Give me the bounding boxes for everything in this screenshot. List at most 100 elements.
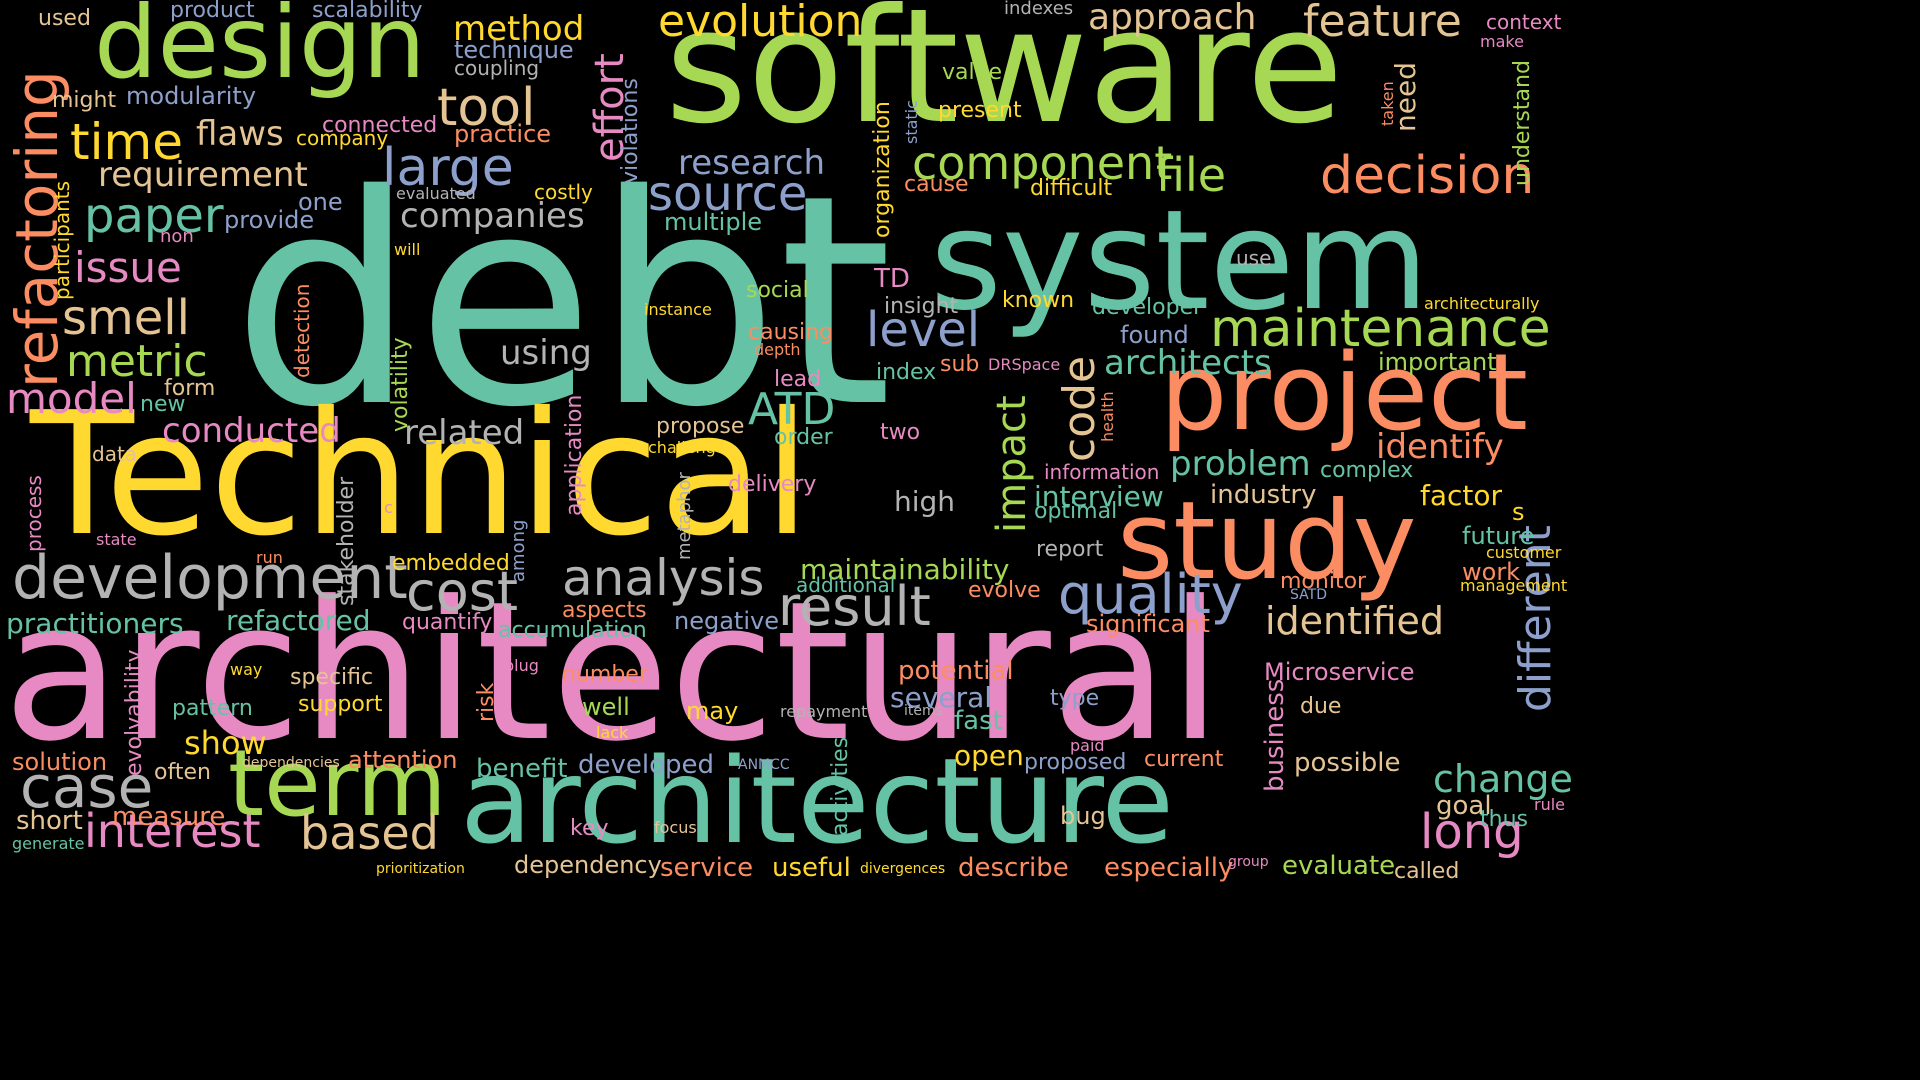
word-process: process xyxy=(22,475,46,552)
word-possible: possible xyxy=(1294,748,1401,778)
word-divergences: divergences xyxy=(860,861,946,877)
word-development: development xyxy=(12,543,408,613)
word-work: work xyxy=(1462,558,1521,586)
word-useful: useful xyxy=(772,853,851,883)
word-focus: focus xyxy=(654,818,697,837)
word-may: may xyxy=(686,697,739,725)
word-short: short xyxy=(16,806,83,836)
word-activities: activities xyxy=(828,736,853,836)
word-approach: approach xyxy=(1088,0,1257,38)
word-risk: risk xyxy=(474,682,499,722)
word-will: will xyxy=(394,240,421,259)
word-well: well xyxy=(582,693,630,721)
word-evaluated: evaluated xyxy=(396,184,476,203)
word-refactored: refactored xyxy=(226,604,371,637)
word-especially: especially xyxy=(1104,853,1234,883)
word-two: two xyxy=(880,420,921,445)
word-technical: Technical xyxy=(30,376,811,574)
word-embedded: embedded xyxy=(392,551,510,576)
word-tool: tool xyxy=(437,78,536,138)
word-dependency: dependency xyxy=(514,851,662,879)
word-impact: impact xyxy=(989,395,1035,533)
word-support: support xyxy=(298,692,383,717)
word-maintainability: maintainability xyxy=(800,553,1010,586)
word-known: known xyxy=(1002,288,1075,313)
word-developer: developer xyxy=(1092,295,1203,320)
word-costly: costly xyxy=(534,180,593,204)
word-service: service xyxy=(660,853,754,883)
word-pattern: pattern xyxy=(172,696,253,721)
word-companies: companies xyxy=(400,196,585,236)
word-significant: significant xyxy=(1086,610,1210,638)
word-measure: measure xyxy=(112,802,226,832)
word-monitor: monitor xyxy=(1280,569,1367,594)
word-identify: identify xyxy=(1376,427,1504,467)
word-project: project xyxy=(1160,331,1528,454)
word-information: information xyxy=(1044,460,1160,484)
word-depth: depth xyxy=(754,340,801,359)
word-provide: provide xyxy=(224,206,315,234)
word-health: health xyxy=(1098,391,1117,442)
word-practitioners: practitioners xyxy=(6,607,184,640)
word-participants: participants xyxy=(50,180,74,300)
word-feature: feature xyxy=(1303,0,1462,47)
word-form: form xyxy=(164,376,216,401)
word-high: high xyxy=(894,485,956,518)
word-rule: rule xyxy=(1534,795,1566,814)
word-result: result xyxy=(778,575,931,638)
word-evolve: evolve xyxy=(968,578,1041,603)
word-evaluate: evaluate xyxy=(1282,851,1396,881)
word-using: using xyxy=(500,333,592,373)
word-technique: technique xyxy=(454,36,574,64)
word-delivery: delivery xyxy=(728,472,817,497)
word-paid: paid xyxy=(1070,736,1105,755)
word-social: social xyxy=(746,278,809,303)
word-attention: attention xyxy=(348,746,458,774)
word-specific: specific xyxy=(290,665,374,690)
word-study: study xyxy=(1117,479,1417,604)
word-challenge: challenge xyxy=(648,438,726,457)
word-indexes: indexes xyxy=(1004,0,1074,19)
word-architecturally: architecturally xyxy=(1424,294,1540,313)
word-several: several xyxy=(890,681,993,714)
word-code: code xyxy=(1054,355,1105,462)
word-among: among xyxy=(508,519,529,582)
word-anmcc: ANMCC xyxy=(738,757,790,773)
word-research: research xyxy=(678,143,826,183)
word-problem: problem xyxy=(1170,444,1311,484)
word-sub: sub xyxy=(940,352,980,377)
word-s: s xyxy=(1512,498,1525,526)
word-lack: lack xyxy=(596,723,629,742)
word-plug: plug xyxy=(504,656,539,675)
word-called: called xyxy=(1394,859,1460,884)
word-important: important xyxy=(1378,348,1497,376)
word-design: design xyxy=(94,0,426,101)
word-aspects: aspects xyxy=(562,598,647,623)
word-understand: understand xyxy=(1510,60,1535,186)
word-potential: potential xyxy=(898,656,1014,686)
word-group: group xyxy=(1228,854,1269,870)
word-prioritization: prioritization xyxy=(376,861,465,877)
word-key: key xyxy=(570,816,609,841)
word-maintenance: maintenance xyxy=(1210,299,1551,359)
word-causing: causing xyxy=(748,320,834,345)
word-show: show xyxy=(184,724,267,762)
word-modularity: modularity xyxy=(126,82,257,110)
word-microservice: Microservice xyxy=(1264,658,1415,686)
word-run: run xyxy=(256,548,283,567)
word-atd: ATD xyxy=(748,384,836,435)
word-repayment: repayment xyxy=(780,702,868,721)
word-level: level xyxy=(866,302,981,358)
word-future: future xyxy=(1462,522,1535,550)
word-satd: SATD xyxy=(1290,587,1327,603)
word-optimal: optimal xyxy=(1034,499,1118,524)
word-architecture: architecture xyxy=(460,732,1174,870)
word-identified: identified xyxy=(1265,599,1445,643)
word-data: data xyxy=(92,442,138,466)
word-need: need xyxy=(1389,62,1422,132)
word-multiple: multiple xyxy=(664,208,763,236)
word-interest: interest xyxy=(84,804,261,858)
word-case: case xyxy=(20,753,154,821)
word-analysis: analysis xyxy=(562,549,765,607)
word-due: due xyxy=(1300,694,1342,719)
